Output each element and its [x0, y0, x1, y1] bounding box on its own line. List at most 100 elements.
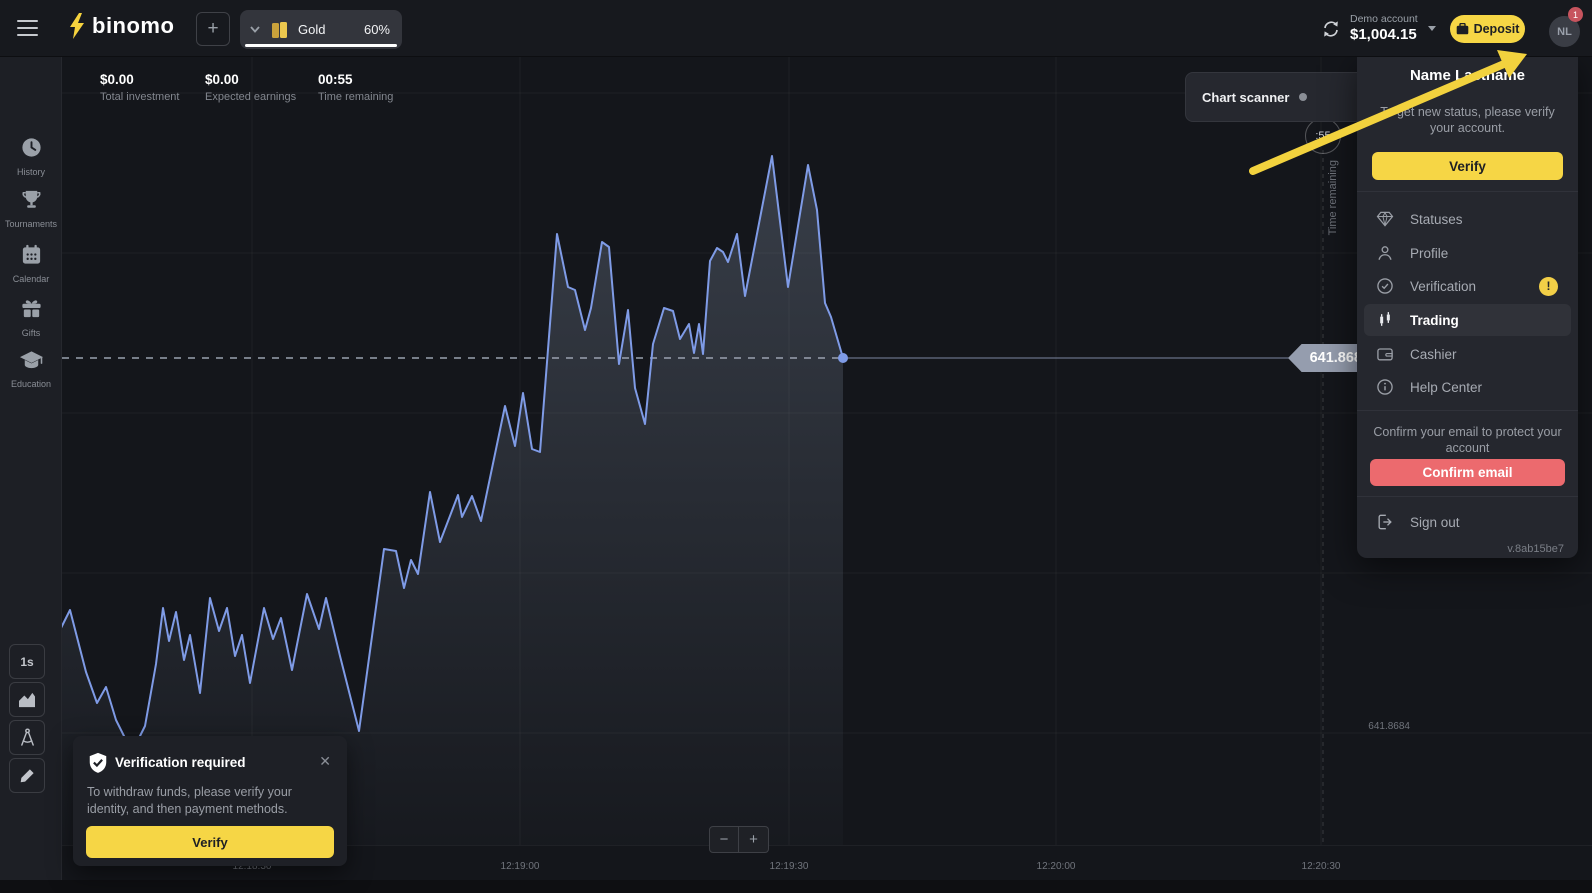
time-remaining-axis-label: Time remaining	[1327, 160, 1339, 236]
chart-area-fill	[60, 156, 843, 845]
add-asset-tab-button[interactable]: +	[196, 12, 230, 46]
time-axis: 12:18:30 12:19:00 12:19:30 12:20:00 12:2…	[62, 845, 1592, 880]
menu-verify-button[interactable]: Verify	[1372, 152, 1563, 180]
stat-total-investment: $0.00 Total investment	[100, 72, 179, 103]
asset-payout: 60%	[363, 22, 390, 37]
wallet-icon	[1377, 348, 1393, 361]
asset-name: Gold	[298, 22, 326, 37]
stat-expected-earnings: $0.00 Expected earnings	[205, 72, 296, 103]
status-prompt-line: To get new status, please verify	[1380, 105, 1555, 119]
toast-body-line: To withdraw funds, please verify your	[87, 785, 292, 799]
binomo-logo: binomo	[68, 13, 174, 39]
toast-title: Verification required	[115, 755, 246, 770]
menu-item-profile[interactable]: Profile	[1364, 237, 1571, 269]
deposit-button[interactable]: Deposit	[1450, 15, 1525, 43]
calendar-icon	[22, 244, 40, 264]
time-tick: 12:20:00	[1036, 861, 1076, 872]
confirm-email-button[interactable]: Confirm email	[1370, 459, 1565, 486]
divider	[1357, 191, 1578, 192]
sidebar-item-label: Gifts	[21, 328, 41, 338]
asset-tab-gold[interactable]: Gold 60%	[240, 10, 402, 49]
sidebar-item-label: History	[16, 167, 45, 177]
gift-icon	[21, 300, 41, 318]
time-tick: 12:20:30	[1301, 861, 1341, 872]
bottom-band	[0, 880, 1592, 893]
sidebar-item-tournaments[interactable]: Tournaments	[0, 188, 62, 229]
chart-scanner-title: Chart scanner	[1202, 89, 1290, 105]
current-price-dot	[838, 353, 848, 363]
deposit-label: Deposit	[1473, 22, 1520, 36]
gem-icon	[1376, 211, 1394, 227]
account-balance: $1,004.15	[1350, 26, 1417, 43]
account-type-label: Demo account	[1350, 13, 1418, 25]
notification-count-badge: 1	[1568, 7, 1583, 22]
account-switcher[interactable]: Demo account $1,004.15	[1350, 13, 1436, 43]
chart-type-button[interactable]	[9, 682, 45, 717]
sidebar-item-label: Calendar	[12, 274, 50, 284]
trophy-icon	[21, 190, 41, 208]
menu-item-cashier[interactable]: Cashier	[1364, 338, 1571, 370]
top-bar: binomo + Gold 60% Demo account $1,004.15…	[0, 0, 1592, 57]
sidebar-item-gifts[interactable]: Gifts	[0, 297, 62, 338]
price-axis-tick: 641.8684	[1368, 721, 1410, 732]
chart-line	[59, 155, 844, 753]
left-sidebar: History Tournaments Calendar Gifts	[0, 57, 62, 880]
wallet-icon	[1456, 23, 1468, 35]
sidebar-item-label: Tournaments	[4, 219, 58, 229]
verification-alert-badge: !	[1539, 276, 1558, 296]
user-name: Name Lastname	[1409, 67, 1526, 84]
sidebar-item-calendar[interactable]: Calendar	[0, 243, 62, 284]
email-prompt-line: account	[1445, 441, 1490, 455]
menu-item-label: Help Center	[1410, 379, 1483, 395]
menu-item-label: Cashier	[1410, 346, 1457, 362]
close-icon[interactable]: ✕	[319, 753, 331, 769]
account-chevron-down-icon[interactable]	[1428, 26, 1436, 31]
menu-item-trading[interactable]: Trading	[1364, 304, 1571, 336]
scanner-status-dot	[1299, 93, 1308, 101]
divider	[1357, 496, 1578, 497]
logo-text: binomo	[92, 13, 175, 38]
menu-item-help-center[interactable]: Help Center	[1364, 371, 1571, 403]
stat-label: Expected earnings	[205, 91, 297, 103]
sidebar-item-label: Education	[10, 379, 52, 389]
hamburger-menu-icon[interactable]	[17, 20, 38, 36]
candlestick-icon	[1380, 312, 1390, 326]
email-prompt-line: Confirm your email to protect your	[1373, 425, 1562, 439]
chart-scanner-panel[interactable]: Chart scanner	[1185, 72, 1370, 122]
sidebar-item-history[interactable]: History	[0, 136, 62, 177]
indicators-button[interactable]	[9, 720, 45, 755]
menu-item-label: Trading	[1410, 312, 1459, 328]
shield-check-icon	[89, 752, 107, 773]
menu-item-label: Sign out	[1410, 514, 1460, 530]
menu-item-verification[interactable]: Verification !	[1364, 270, 1571, 302]
menu-item-sign-out[interactable]: Sign out	[1364, 506, 1571, 538]
stat-value: 00:55	[318, 72, 353, 87]
time-tick: 12:19:00	[500, 861, 540, 872]
chevron-down-icon	[250, 26, 260, 33]
refresh-balance-icon[interactable]	[1321, 19, 1341, 39]
check-circle-icon	[1377, 278, 1393, 294]
sign-out-icon	[1378, 514, 1392, 530]
timeframe-button[interactable]: 1s	[9, 644, 45, 679]
chart-zoom-controls: − +	[709, 826, 769, 853]
sidebar-item-education[interactable]: Education	[0, 349, 62, 389]
zoom-in-button[interactable]: +	[739, 826, 769, 853]
candle-timer-badge: :55	[1305, 118, 1341, 154]
divider	[1357, 410, 1578, 411]
toast-verify-button[interactable]: Verify	[86, 826, 334, 858]
person-icon	[1378, 246, 1392, 260]
zoom-out-button[interactable]: −	[709, 826, 739, 853]
drawing-tools-button[interactable]	[9, 758, 45, 793]
toast-body-line: identity, and then payment methods.	[87, 802, 288, 816]
drafting-compass-icon	[20, 728, 34, 746]
stat-label: Time remaining	[318, 91, 394, 103]
gold-asset-icon	[272, 21, 287, 38]
time-tick: 12:19:30	[769, 861, 809, 872]
verification-toast: Verification required ✕ To withdraw fund…	[73, 736, 347, 866]
stat-label: Total investment	[100, 91, 180, 103]
status-prompt-line: your account.	[1429, 121, 1506, 135]
info-circle-icon	[1377, 379, 1393, 395]
graduation-cap-icon	[19, 351, 43, 369]
menu-item-statuses[interactable]: Statuses	[1364, 203, 1571, 235]
